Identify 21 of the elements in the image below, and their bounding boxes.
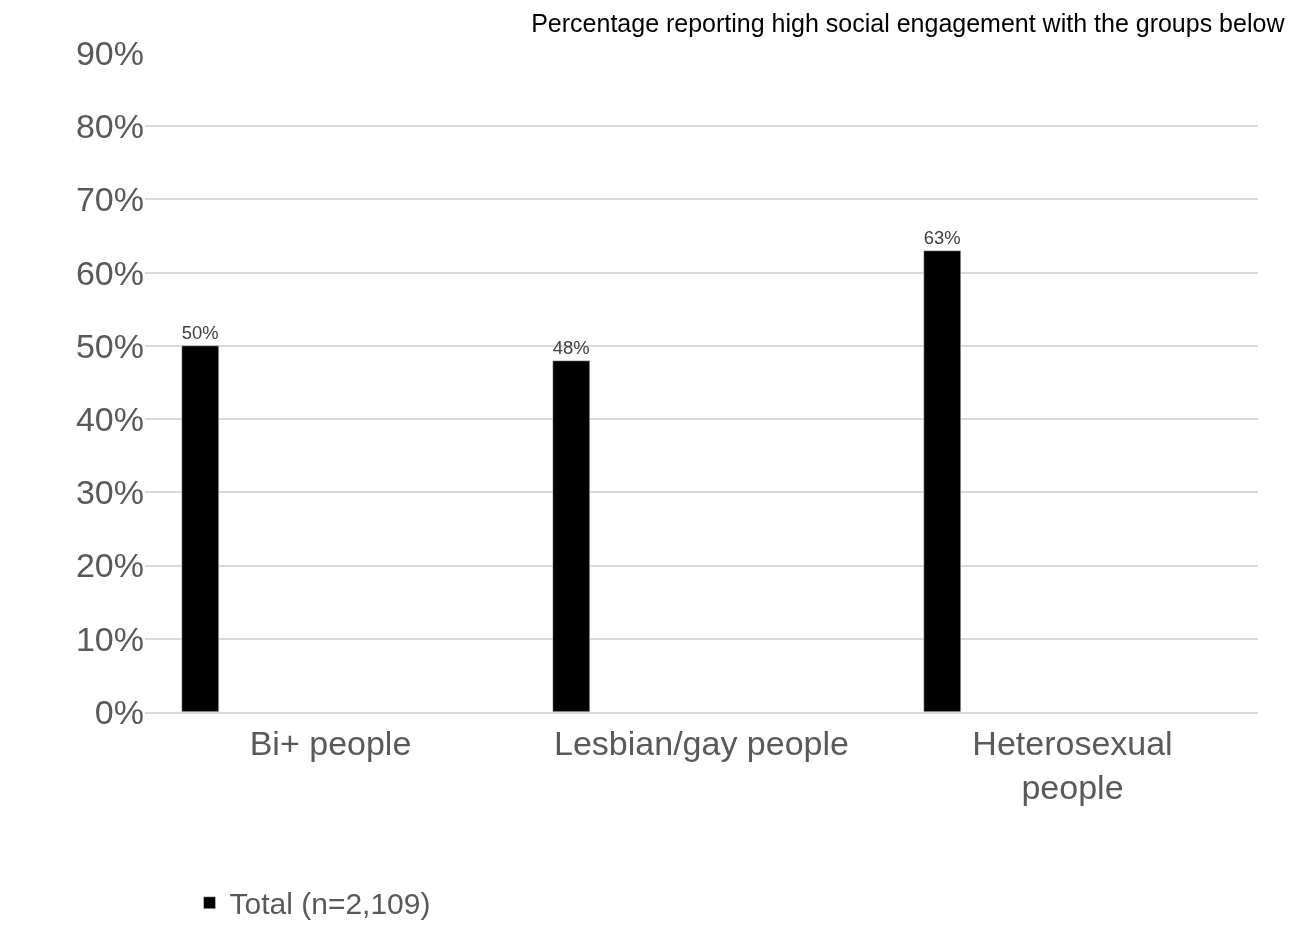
bar [181, 345, 219, 712]
y-tick-label: 90% [75, 33, 144, 72]
y-tick-label: 20% [75, 546, 144, 585]
y-tick-label: 80% [75, 107, 144, 146]
bar [552, 360, 590, 712]
x-tick-label: Bi+ people [249, 723, 412, 762]
data-label: 48% [552, 337, 590, 359]
chart-title: Percentage reporting high social engagement with the groups below [531, 8, 1286, 37]
data-label: 63% [923, 227, 961, 249]
y-tick-label: 70% [75, 180, 144, 219]
legend-label: Total (n=2,109) [229, 887, 431, 921]
x-tick-label: Lesbian/gay people [554, 723, 849, 762]
x-tick-label: Heterosexual people [972, 723, 1173, 806]
y-tick-label: 60% [75, 253, 144, 292]
data-label: 50% [181, 322, 219, 344]
y-tick-label: 40% [75, 400, 144, 439]
y-tick-label: 30% [75, 473, 144, 512]
bar [923, 250, 961, 712]
y-tick-label: 50% [75, 326, 144, 365]
y-tick-label: 10% [75, 619, 144, 658]
y-tick-label: 0% [94, 692, 144, 731]
